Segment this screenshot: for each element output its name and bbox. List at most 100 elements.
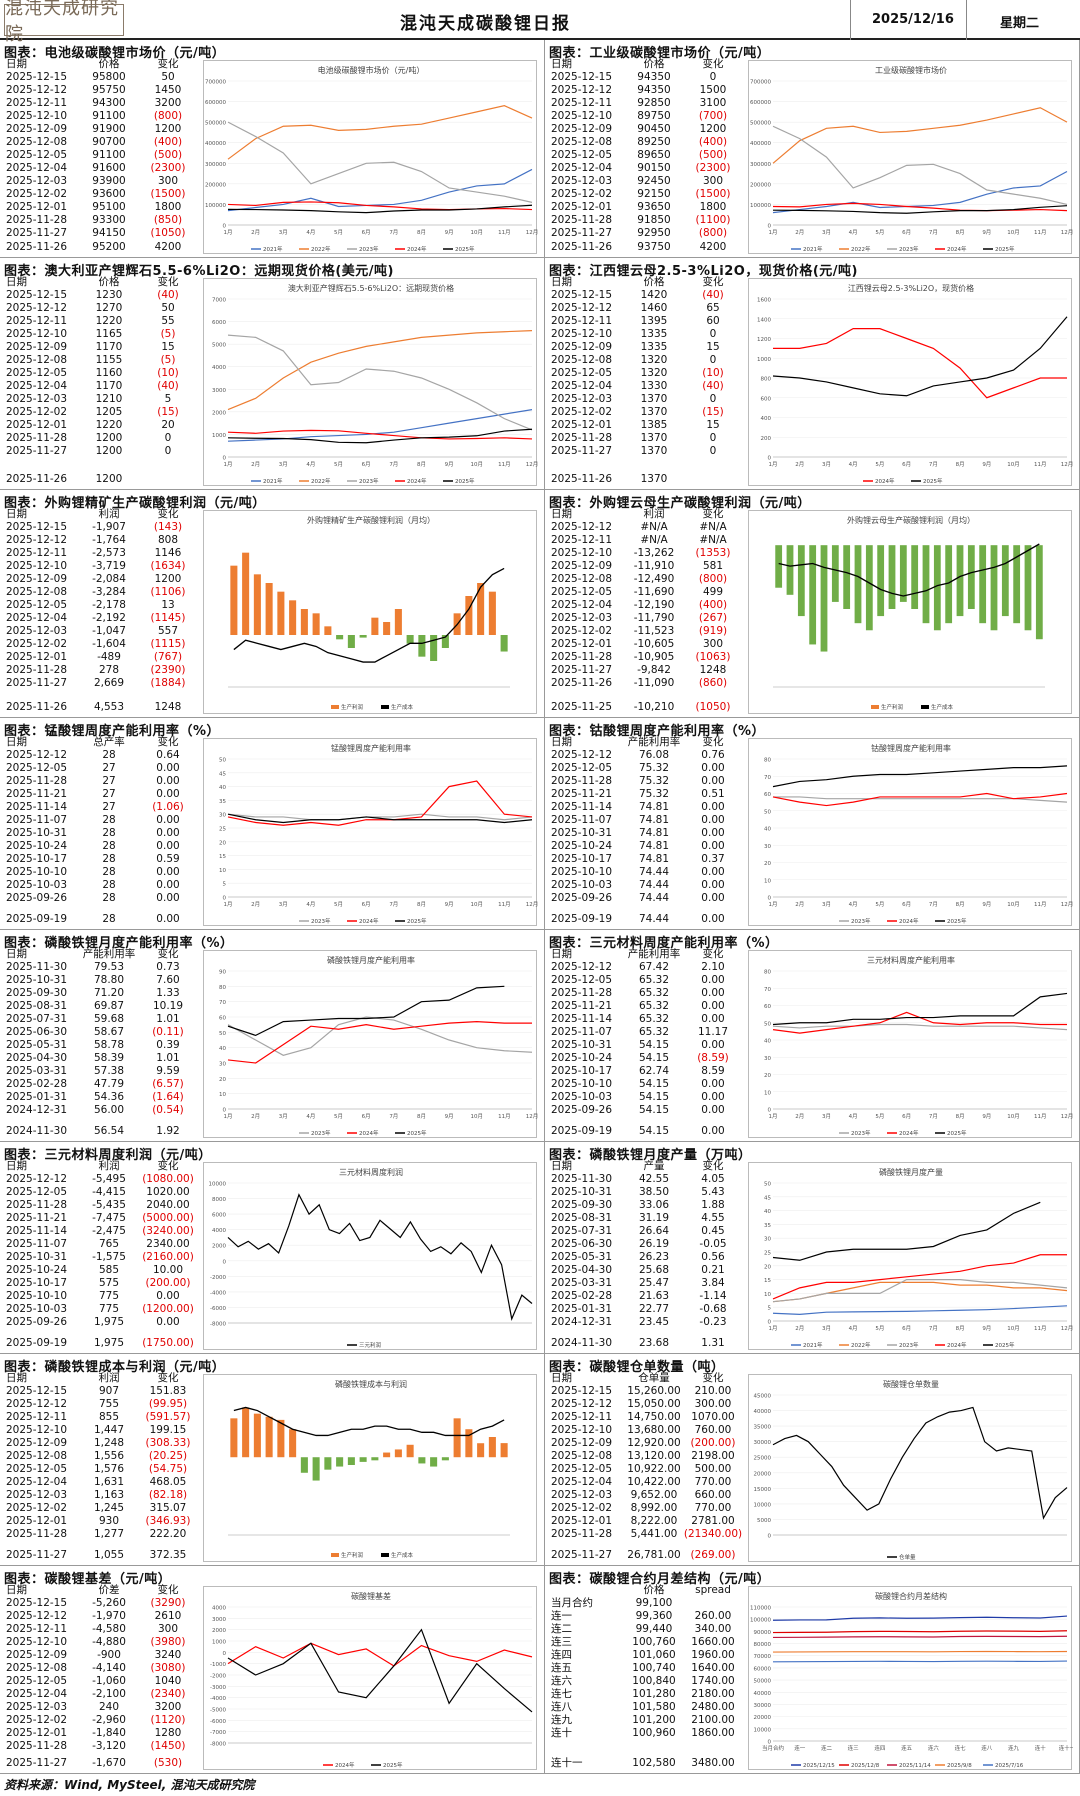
bar [831, 545, 839, 602]
table-cell: 1,055 [93, 1549, 125, 1561]
table-cell: 25.68 [638, 1264, 670, 1276]
table-cell: (346.93) [145, 1515, 191, 1527]
table-header: 日期 产量 变化 [547, 1160, 743, 1173]
x-tick-label: 4月 [306, 901, 315, 908]
chart-area: 碳酸锂合约月差结构 0 10000 20000 30000 40000 50000 60000… [748, 1586, 1073, 1770]
x-tick-label: 连九 [1008, 1744, 1020, 1752]
table-cell: 2025-08-31 [551, 1212, 613, 1224]
column-header: 变化 [702, 1372, 724, 1384]
y-tick-label: 0 [223, 1651, 227, 1657]
table-cell: 1200 [95, 473, 123, 485]
table-row: 2025-11-26 4,553 1248 [2, 690, 198, 714]
table-cell: 2025-11-07 [551, 1026, 613, 1038]
table-row: 2025-11-26 93750 4200 [547, 240, 743, 254]
bar [253, 574, 261, 635]
table-header: 日期 利润 变化 [2, 1160, 198, 1173]
table-cell: 75.32 [638, 762, 670, 774]
table-row: 2025-11-28 93300 (850) [2, 214, 198, 227]
table-row: 2025-12-02 -1,604 (1115) [2, 638, 198, 651]
table-cell: 2025-12-02 [6, 1502, 68, 1514]
table-cell: 25.47 [638, 1277, 670, 1289]
x-tick-label: 9月 [982, 1325, 991, 1332]
table-cell: 0.00 [156, 775, 180, 787]
table-row: 2025-12-01 95100 1800 [2, 201, 198, 214]
table-cell: 2025-03-31 [6, 1065, 68, 1077]
table-header: 日期 价格 变化 [547, 276, 743, 289]
x-tick-label: 连四 [874, 1744, 885, 1752]
table-row: 2025-12-08 -4,140 (3080) [2, 1662, 198, 1675]
x-tick-label: 1月 [769, 461, 778, 468]
table-cell: (20.25) [148, 1450, 188, 1462]
column-header: 变化 [157, 1372, 179, 1384]
table-row: 2025-12-05 -11,690 499 [547, 586, 743, 599]
bar [922, 545, 930, 624]
x-tick-label: 2月 [795, 461, 804, 468]
x-tick-label: 3月 [822, 229, 831, 236]
panel-p16: 图表：碳酸锂合约月差结构（元/吨） 价格 spread 当月合约 99,100 连一 99,… [545, 1566, 1080, 1774]
table-cell: 2025-12-05 [6, 762, 68, 774]
table-cell: 2025-01-31 [6, 1091, 68, 1103]
x-tick-label: 3月 [822, 461, 831, 468]
x-tick-label: 连二 [821, 1744, 833, 1752]
table-cell: 4200 [699, 241, 727, 253]
table-cell: (1353) [695, 547, 731, 559]
x-tick-label: 10月 [470, 461, 483, 468]
column-header: 日期 [551, 58, 572, 70]
bar [911, 545, 919, 609]
table-cell: 0.00 [701, 987, 725, 999]
table-cell: -0.23 [699, 1316, 727, 1328]
table-row: 2025-12-10 -4,880 (3980) [2, 1636, 198, 1649]
table-cell: 62.74 [638, 1065, 670, 1077]
table-cell: 770.00 [694, 1502, 732, 1514]
table-row: 连二 99,440 340.00 [547, 1623, 743, 1636]
table-row: 2025-09-30 71.20 1.33 [2, 987, 198, 1000]
table-row: 2025-10-03 28 0.00 [2, 879, 198, 892]
legend-label: 2025年 [947, 1129, 967, 1137]
x-tick-label: 11月 [1034, 461, 1047, 468]
table-row: 2025-10-10 775 0.00 [2, 1290, 198, 1303]
table-cell: -2,573 [92, 547, 126, 559]
table-row: 2025-11-28 91850 (1100) [547, 214, 743, 227]
panel-p2: 图表：工业级碳酸锂市场价（元/吨） 日期 价格 变化 2025-12-15 94350 0 2… [545, 40, 1080, 258]
table-row: 2025-12-12 1460 65 [547, 302, 743, 315]
table-cell: -10,605 [633, 638, 675, 650]
x-tick-label: 11月 [1034, 901, 1047, 908]
table-cell: 1165 [95, 328, 123, 340]
bar [265, 1416, 273, 1458]
y-tick-label: 10000 [754, 1727, 772, 1733]
table-cell: 2025-12-05 [6, 1675, 68, 1687]
table-cell: 2025-12-12 [6, 749, 68, 761]
table-cell: 67.42 [638, 961, 670, 973]
chart-area: 碳酸锂基差 -8000 -7000 -6000 -5000 -4000 -3000 -2000… [203, 1586, 537, 1770]
legend-label: 2024年 [359, 1129, 379, 1137]
table-cell: (54.75) [148, 1463, 188, 1475]
table-cell: 2025-11-27 [6, 1757, 68, 1769]
table-cell: 2025-09-19 [6, 1337, 68, 1349]
series-line-2025 [227, 1628, 533, 1713]
table-row: 2025-11-28 5,441.00 (21340.00) [547, 1528, 743, 1541]
table-row: 2025-06-30 26.19 -0.05 [547, 1238, 743, 1251]
table-cell: 2025-11-27 [6, 1549, 68, 1561]
table-cell: 1370 [640, 406, 668, 418]
y-tick-label: 700000 [750, 80, 771, 86]
table-cell: 2025-10-03 [6, 1303, 68, 1315]
table-row: 2025-10-17 74.81 0.37 [547, 853, 743, 866]
series-line-2022 [227, 330, 533, 411]
table-cell: 94150 [92, 227, 126, 239]
bar [242, 1407, 250, 1458]
table-cell: 2025-09-19 [551, 913, 613, 925]
table-row: 2025-11-27 92950 (800) [547, 227, 743, 240]
legend-swatch [381, 705, 389, 709]
panel-p7: 图表：锰酸锂周度产能利用率（%） 日期 总产率 变化 2025-12-12 28 0.64 2… [0, 718, 545, 930]
table-row: 2025-12-03 -1,047 557 [2, 625, 198, 638]
table-cell: 300 [157, 1623, 179, 1635]
panel-p9: 图表：磷酸铁锂月度产能利用率（%） 日期 产能利用率 变化 2025-11-30 79.5… [0, 930, 545, 1142]
x-tick-label: 12月 [1061, 1325, 1073, 1332]
table-cell: 78.80 [93, 974, 125, 986]
y-tick-label: 5000 [757, 1518, 771, 1524]
bar [990, 545, 998, 631]
table-row: 2025-12-03 9,652.00 660.00 [547, 1489, 743, 1502]
table-cell: 91900 [92, 123, 126, 135]
table-row: 2025-12-01 -489 (767) [2, 651, 198, 664]
